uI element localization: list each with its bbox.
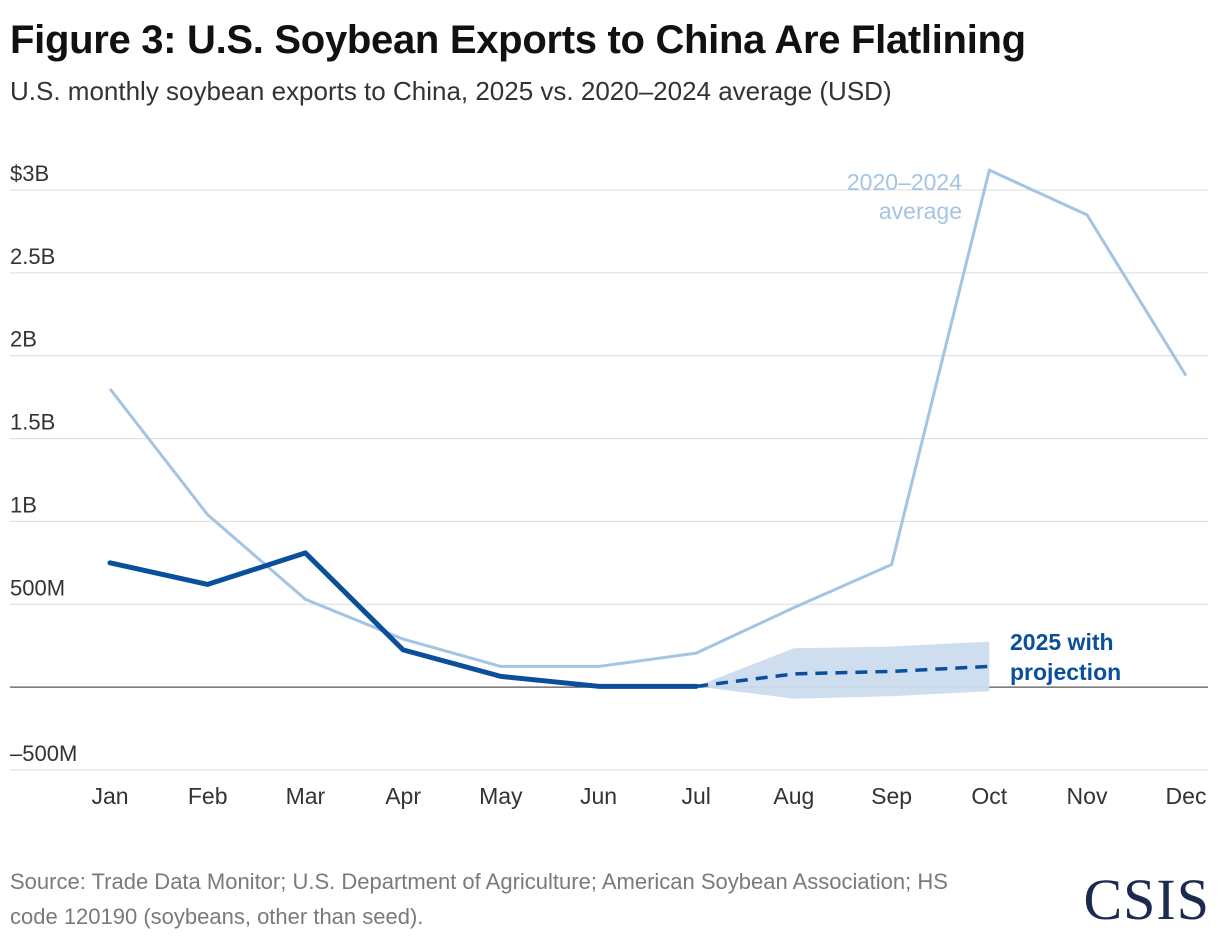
y-tick-label: $3B	[10, 161, 49, 186]
x-tick-label: Dec	[1166, 783, 1207, 809]
y-tick-label: –500M	[10, 741, 77, 766]
x-tick-label: Jun	[580, 783, 617, 809]
series-line-2025-actual	[107, 550, 699, 689]
x-tick-label: Oct	[971, 783, 1007, 809]
x-tick-label: Mar	[286, 783, 326, 809]
x-tick-label: Jul	[681, 783, 710, 809]
y-tick-label: 500M	[10, 575, 65, 600]
x-tick-label: Feb	[188, 783, 228, 809]
annotation-average-label: average	[879, 198, 962, 224]
x-tick-label: May	[479, 783, 523, 809]
y-tick-label: 1.5B	[10, 410, 55, 435]
csis-logo: CSIS	[1083, 867, 1210, 932]
x-axis-tick-labels: Jan Feb Mar Apr May Jun Jul Aug Sep Oct Nov Dec	[91, 783, 1206, 809]
series-line-2020-2024-average	[108, 168, 1188, 668]
projection-uncertainty-band	[696, 641, 990, 699]
x-tick-label: Aug	[773, 783, 814, 809]
projection-band-layer	[696, 641, 990, 699]
source-note: Source: Trade Data Monitor; U.S. Departm…	[10, 869, 948, 929]
annotation-average-label: 2020–2024	[847, 169, 962, 195]
series-line-2025-projection	[695, 664, 990, 689]
x-tick-label: Apr	[385, 783, 421, 809]
y-tick-label: 2B	[10, 327, 37, 352]
series-lines	[107, 168, 1188, 689]
annotations: 2020–2024 average 2025 with projection	[847, 169, 1121, 685]
y-tick-label: 1B	[10, 492, 37, 517]
annotation-2025-label: projection	[1010, 659, 1121, 685]
x-tick-label: Sep	[871, 783, 912, 809]
chart-subtitle: U.S. monthly soybean exports to China, 2…	[10, 76, 892, 106]
y-tick-label: 2.5B	[10, 244, 55, 269]
x-tick-label: Jan	[91, 783, 128, 809]
annotation-2025-label: 2025 with	[1010, 629, 1114, 655]
x-tick-label: Nov	[1067, 783, 1108, 809]
chart-title: Figure 3: U.S. Soybean Exports to China …	[10, 18, 1026, 62]
y-axis-tick-labels: $3B 2.5B 2B 1.5B 1B 500M –500M	[10, 161, 77, 766]
